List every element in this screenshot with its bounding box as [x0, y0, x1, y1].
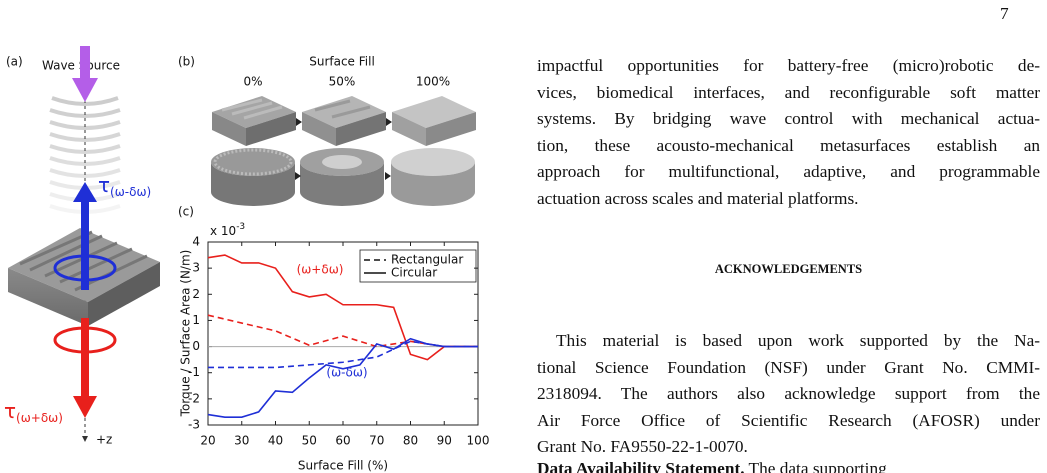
panel-label: (a) — [6, 55, 23, 69]
x-tick-label: 90 — [437, 434, 452, 448]
text-line: vices, biomedical interfaces, and reconf… — [537, 82, 1040, 102]
tau-subscript: (ω+δω) — [16, 411, 63, 425]
text-line: tional Science Foundation (NSF) under Gr… — [537, 357, 1040, 377]
multiplier-exponent: -3 — [236, 222, 245, 232]
series-line — [207, 314, 478, 348]
multiplier-base: x 10 — [210, 224, 236, 238]
column-label: 50% — [329, 75, 356, 89]
sample-boxes — [211, 96, 476, 206]
tau-label: τ(ω-δω) — [98, 173, 151, 199]
y-tick-label: 4 — [192, 235, 200, 249]
tau-symbol: τ — [4, 399, 16, 423]
text-line: tion, these acousto-mechanical metasurfa… — [537, 135, 1040, 155]
statement-text: The data supporting — [748, 459, 887, 473]
y-tick-label: -1 — [188, 365, 200, 379]
axis-label: +z — [96, 433, 112, 447]
source-arrow — [72, 46, 98, 102]
tau-subscript: (ω-δω) — [110, 185, 151, 199]
tau-label: τ(ω+δω) — [4, 399, 63, 425]
y-axis-label: Torque / Surface Area (N/m) — [179, 250, 193, 418]
legend-label: Circular — [391, 266, 437, 280]
y-tick-label: 3 — [192, 261, 200, 275]
blue-arrow — [53, 182, 117, 290]
y-tick-label: 2 — [192, 287, 200, 301]
legend — [359, 249, 477, 283]
x-tick-label: 60 — [335, 434, 350, 448]
text-line: impactful opportunities for battery-free… — [537, 56, 1040, 75]
tau-symbol: τ — [98, 173, 110, 197]
text-line: approach for multifunctional, adaptive, … — [537, 162, 1040, 181]
y-tick-label: 0 — [192, 339, 200, 353]
column-label: 100% — [416, 75, 450, 89]
panel-label: (b) — [178, 55, 195, 69]
y-tick-label: 1 — [192, 313, 200, 327]
page-number: 7 — [1000, 4, 1009, 23]
x-tick-label: 20 — [200, 434, 215, 448]
x-tick-label: 70 — [369, 434, 384, 448]
x-tick-label: 50 — [302, 434, 317, 448]
text-line: actuation across scales and material pla… — [537, 188, 859, 208]
surface-fill-title: Surface Fill — [309, 55, 375, 69]
panel-label: (c) — [178, 205, 194, 219]
x-tick-label: 40 — [268, 434, 283, 448]
heading: ACKNOWLEDGEMENTS — [714, 262, 863, 276]
red-arrow — [53, 318, 117, 418]
x-tick-label: 80 — [403, 434, 418, 448]
y-tick-label: -3 — [188, 418, 200, 432]
series-line — [208, 340, 478, 369]
text-line: systems. By bridging wave control with m… — [537, 109, 1040, 128]
statement-label: Data Availability Statement. — [537, 459, 745, 473]
annotation: (ω+δω) — [297, 263, 344, 277]
legend-label: Rectangular — [391, 253, 463, 267]
y-tick-label: -2 — [188, 391, 200, 405]
series-line — [207, 254, 478, 361]
column-label: 0% — [243, 75, 262, 89]
annotation: (ω-δω) — [326, 366, 367, 380]
z-arrow — [82, 436, 88, 442]
x-tick-label: 100 — [467, 434, 490, 448]
text-line: Air Force Office of Scientific Research … — [537, 410, 1040, 430]
x-axis-label: Surface Fill (%) — [298, 459, 388, 473]
figure: (a) (b) (c) Wave Source τ(ω-δω) τ(ω+δω) … — [4, 46, 490, 473]
x-tick-label: 30 — [234, 434, 249, 448]
data-statement: Data Availability Statement. The data su… — [537, 459, 1040, 473]
series-line — [207, 337, 478, 418]
text-line: 2318094. The authors also acknowledge su… — [537, 384, 1040, 403]
text-line: This material is based upon work support… — [556, 331, 1040, 350]
y-multiplier: x 10-3 — [210, 222, 245, 238]
text-line: Grant No. FA9550-22-1-0070. — [537, 437, 748, 456]
